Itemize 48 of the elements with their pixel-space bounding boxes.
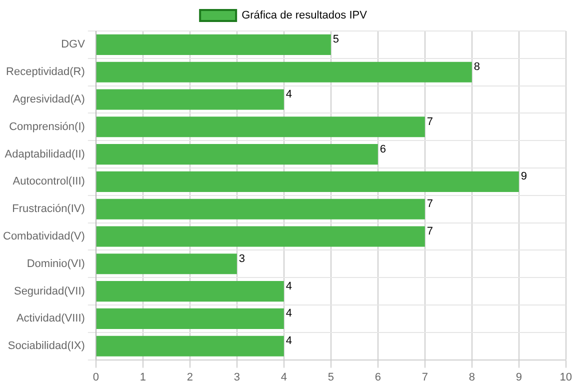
- y-tick-label: Seguridad(VII): [14, 285, 85, 298]
- bar: [96, 89, 284, 110]
- x-tick-label: 6: [374, 371, 381, 384]
- data-label: 4: [286, 308, 292, 320]
- y-tick-label: Agresividad(A): [12, 94, 85, 106]
- x-tick-label: 9: [516, 371, 522, 384]
- legend-label: Gráfica de resultados IPV: [242, 10, 368, 22]
- data-label: 8: [474, 61, 480, 74]
- data-label: 7: [426, 116, 434, 128]
- y-tick-label: Combatividad(V): [3, 230, 85, 243]
- x-tick-label: 10: [560, 371, 572, 384]
- x-tick-label: 8: [468, 371, 475, 384]
- bar: [96, 34, 331, 55]
- x-tick-label: 5: [328, 371, 334, 384]
- bar: [96, 226, 425, 247]
- data-label: 7: [426, 226, 434, 238]
- bar: [96, 336, 284, 356]
- data-label: 5: [332, 34, 340, 46]
- x-tick-label: 7: [422, 371, 428, 384]
- bar: [96, 62, 472, 82]
- bar: [96, 171, 519, 192]
- data-label: 4: [286, 335, 292, 348]
- x-tick-label: 0: [92, 371, 99, 384]
- bar: [96, 198, 425, 220]
- data-label: 7: [426, 198, 434, 210]
- y-tick-label: Comprensión(I): [9, 120, 85, 133]
- bar: [96, 144, 378, 165]
- data-label: 4: [286, 88, 292, 101]
- y-tick-label: Sociabilidad(IX): [8, 340, 85, 352]
- x-tick-label: 3: [234, 371, 240, 384]
- y-tick-label: Adaptabilidad(II): [4, 148, 85, 160]
- bar: [96, 116, 425, 138]
- bar: [96, 254, 237, 274]
- data-label: 6: [380, 143, 386, 156]
- y-tick-label: Autocontrol(III): [12, 176, 85, 188]
- x-tick-label: 1: [140, 371, 146, 384]
- bar: [96, 308, 284, 329]
- y-tick-label: DGV: [61, 38, 86, 51]
- y-tick-label: Receptividad(R): [6, 66, 85, 78]
- data-label: 9: [520, 170, 528, 183]
- y-tick-label: Actividad(VIII): [16, 312, 85, 325]
- x-tick-label: 4: [280, 371, 287, 384]
- y-tick-label: Frustración(IV): [12, 203, 85, 216]
- data-label: 4: [286, 280, 292, 292]
- bar: [96, 281, 284, 302]
- x-tick-label: 2: [186, 371, 193, 384]
- y-tick-label: Dominio(VI): [26, 258, 85, 270]
- data-label: 3: [238, 252, 246, 265]
